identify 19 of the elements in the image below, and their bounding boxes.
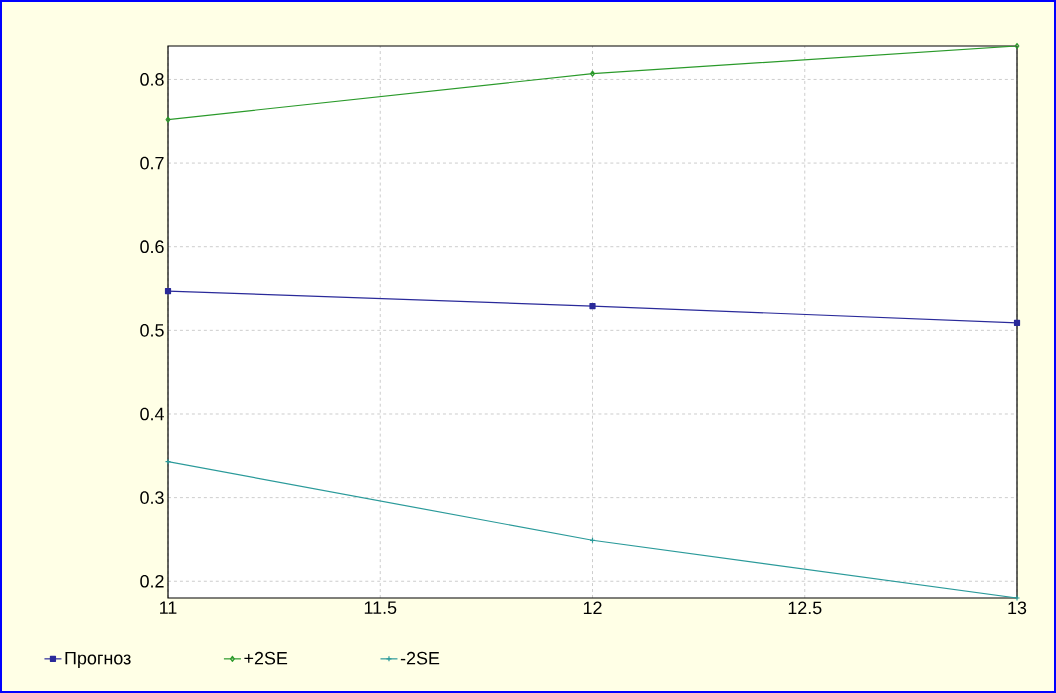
x-tick-label: 11.5 <box>364 601 397 615</box>
x-tick-label: 12 <box>583 601 602 615</box>
y-tick-label: 0.7 <box>140 156 164 170</box>
y-tick-label: 0.5 <box>140 323 164 337</box>
point <box>589 303 596 310</box>
y-tick-label: 0.8 <box>140 73 164 86</box>
x-tick-label: 12.5 <box>788 601 822 615</box>
y-tick-label: 0.4 <box>140 407 164 421</box>
y-tick-label: 0.6 <box>140 240 164 254</box>
legend-label: -2SE <box>400 651 440 665</box>
y-tick-label: 0.3 <box>140 491 164 504</box>
legend-label: Прогноз <box>65 651 131 668</box>
point <box>590 70 595 77</box>
y-tick-label: 0.2 <box>140 574 164 588</box>
point <box>164 287 172 295</box>
point <box>1013 319 1021 326</box>
x-tick-label: 13 <box>1008 601 1027 615</box>
x-tick-label: 11 <box>160 601 177 614</box>
legend-label: +2SE <box>244 651 288 665</box>
